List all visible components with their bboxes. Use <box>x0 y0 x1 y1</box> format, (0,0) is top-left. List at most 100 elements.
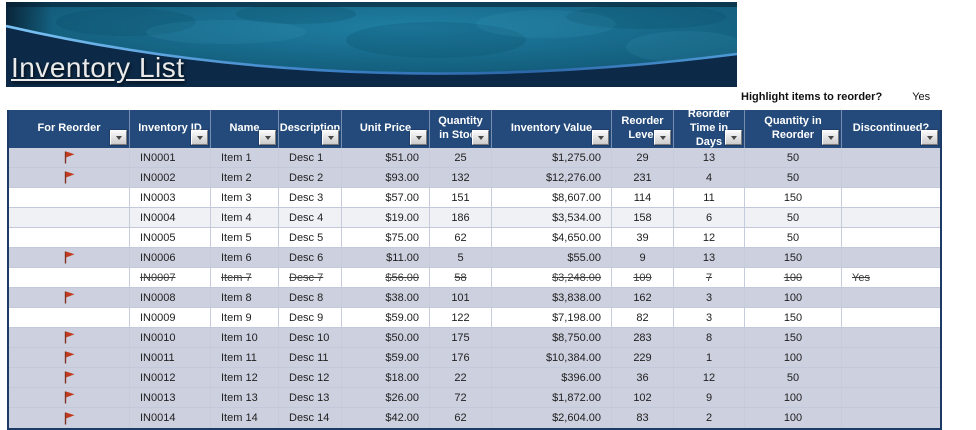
cell-discontinued[interactable] <box>842 288 940 307</box>
cell-for-reorder[interactable] <box>9 248 130 267</box>
cell-inventory-id[interactable]: IN0004 <box>130 208 211 227</box>
cell-quantity-in-reorder[interactable]: 150 <box>745 188 842 207</box>
cell-unit-price[interactable]: $59.00 <box>342 308 430 327</box>
column-header-quantity-in-reorder[interactable]: Quantity in Reorder <box>745 110 842 148</box>
cell-unit-price[interactable]: $42.00 <box>342 408 430 428</box>
cell-reorder-level[interactable]: 109 <box>612 268 674 287</box>
cell-reorder-time-in-days[interactable]: 1 <box>674 348 745 367</box>
cell-name[interactable]: Item 11 <box>211 348 279 367</box>
cell-for-reorder[interactable] <box>9 368 130 387</box>
cell-for-reorder[interactable] <box>9 168 130 187</box>
cell-reorder-time-in-days[interactable]: 4 <box>674 168 745 187</box>
cell-reorder-time-in-days[interactable]: 8 <box>674 328 745 347</box>
cell-inventory-id[interactable]: IN0001 <box>130 148 211 167</box>
cell-discontinued[interactable] <box>842 208 940 227</box>
cell-for-reorder[interactable] <box>9 348 130 367</box>
cell-quantity-in-stock[interactable]: 101 <box>430 288 492 307</box>
cell-description[interactable]: Desc 14 <box>279 408 342 428</box>
cell-unit-price[interactable]: $18.00 <box>342 368 430 387</box>
cell-inventory-id[interactable]: IN0012 <box>130 368 211 387</box>
cell-quantity-in-reorder[interactable]: 150 <box>745 248 842 267</box>
column-header-unit-price[interactable]: Unit Price <box>342 110 430 148</box>
cell-name[interactable]: Item 12 <box>211 368 279 387</box>
cell-name[interactable]: Item 4 <box>211 208 279 227</box>
cell-reorder-time-in-days[interactable]: 3 <box>674 308 745 327</box>
cell-quantity-in-reorder[interactable]: 50 <box>745 168 842 187</box>
column-header-inventory-id[interactable]: Inventory ID <box>130 110 211 148</box>
cell-description[interactable]: Desc 6 <box>279 248 342 267</box>
cell-for-reorder[interactable] <box>9 268 130 287</box>
cell-reorder-level[interactable]: 229 <box>612 348 674 367</box>
cell-description[interactable]: Desc 10 <box>279 328 342 347</box>
cell-unit-price[interactable]: $26.00 <box>342 388 430 407</box>
cell-for-reorder[interactable] <box>9 328 130 347</box>
cell-inventory-value[interactable]: $396.00 <box>492 368 612 387</box>
cell-quantity-in-stock[interactable]: 5 <box>430 248 492 267</box>
cell-reorder-level[interactable]: 102 <box>612 388 674 407</box>
cell-inventory-id[interactable]: IN0009 <box>130 308 211 327</box>
cell-reorder-level[interactable]: 114 <box>612 188 674 207</box>
cell-quantity-in-reorder[interactable]: 100 <box>745 408 842 428</box>
cell-inventory-value[interactable]: $3,534.00 <box>492 208 612 227</box>
filter-dropdown-name[interactable] <box>258 129 277 146</box>
cell-description[interactable]: Desc 1 <box>279 148 342 167</box>
cell-inventory-id[interactable]: IN0011 <box>130 348 211 367</box>
filter-dropdown-inventory-value[interactable] <box>591 129 610 146</box>
cell-quantity-in-stock[interactable]: 62 <box>430 408 492 428</box>
cell-quantity-in-stock[interactable]: 25 <box>430 148 492 167</box>
cell-for-reorder[interactable] <box>9 148 130 167</box>
cell-quantity-in-reorder[interactable]: 50 <box>745 208 842 227</box>
cell-description[interactable]: Desc 12 <box>279 368 342 387</box>
cell-discontinued[interactable]: Yes <box>852 271 870 284</box>
cell-quantity-in-stock[interactable]: 58 <box>430 268 492 287</box>
cell-name[interactable]: Item 5 <box>211 228 279 247</box>
cell-inventory-value[interactable]: $8,750.00 <box>492 328 612 347</box>
cell-inventory-id[interactable]: IN0008 <box>130 288 211 307</box>
cell-unit-price[interactable]: $11.00 <box>342 248 430 267</box>
cell-for-reorder[interactable] <box>9 288 130 307</box>
cell-quantity-in-stock[interactable]: 62 <box>430 228 492 247</box>
cell-inventory-value[interactable]: $10,384.00 <box>492 348 612 367</box>
filter-dropdown-quantity-in-reorder[interactable] <box>821 129 840 146</box>
filter-dropdown-quantity-in-stock[interactable] <box>471 129 490 146</box>
cell-name[interactable]: Item 2 <box>211 168 279 187</box>
cell-discontinued[interactable] <box>842 368 940 387</box>
cell-discontinued[interactable] <box>842 228 940 247</box>
cell-for-reorder[interactable] <box>9 228 130 247</box>
cell-description[interactable]: Desc 8 <box>279 288 342 307</box>
cell-discontinued[interactable] <box>842 408 940 428</box>
cell-discontinued[interactable] <box>842 328 940 347</box>
cell-description[interactable]: Desc 9 <box>279 308 342 327</box>
cell-inventory-id[interactable]: IN0007 <box>130 268 211 287</box>
cell-unit-price[interactable]: $19.00 <box>342 208 430 227</box>
cell-unit-price[interactable]: $59.00 <box>342 348 430 367</box>
cell-unit-price[interactable]: $38.00 <box>342 288 430 307</box>
cell-inventory-value[interactable]: $3,248.00 <box>492 268 612 287</box>
cell-inventory-value[interactable]: $2,604.00 <box>492 408 612 428</box>
cell-name[interactable]: Item 13 <box>211 388 279 407</box>
cell-name[interactable]: Item 3 <box>211 188 279 207</box>
filter-dropdown-reorder-level[interactable] <box>653 129 672 146</box>
cell-discontinued[interactable] <box>842 388 940 407</box>
cell-quantity-in-reorder[interactable]: 50 <box>745 368 842 387</box>
cell-name[interactable]: Item 10 <box>211 328 279 347</box>
cell-inventory-id[interactable]: IN0010 <box>130 328 211 347</box>
cell-for-reorder[interactable] <box>9 208 130 227</box>
cell-discontinued[interactable] <box>842 348 940 367</box>
cell-quantity-in-stock[interactable]: 132 <box>430 168 492 187</box>
column-header-for-reorder[interactable]: For Reorder <box>9 110 130 148</box>
filter-dropdown-description[interactable] <box>321 129 340 146</box>
cell-for-reorder[interactable] <box>9 408 130 428</box>
cell-name[interactable]: Item 8 <box>211 288 279 307</box>
filter-dropdown-inventory-id[interactable] <box>190 129 209 146</box>
cell-reorder-level[interactable]: 162 <box>612 288 674 307</box>
cell-reorder-level[interactable]: 158 <box>612 208 674 227</box>
cell-name[interactable]: Item 7 <box>211 268 279 287</box>
cell-reorder-level[interactable]: 82 <box>612 308 674 327</box>
cell-discontinued[interactable] <box>842 188 940 207</box>
cell-quantity-in-reorder[interactable]: 100 <box>745 388 842 407</box>
cell-unit-price[interactable]: $93.00 <box>342 168 430 187</box>
cell-name[interactable]: Item 14 <box>211 408 279 428</box>
cell-reorder-time-in-days[interactable]: 6 <box>674 208 745 227</box>
cell-description[interactable]: Desc 4 <box>279 208 342 227</box>
